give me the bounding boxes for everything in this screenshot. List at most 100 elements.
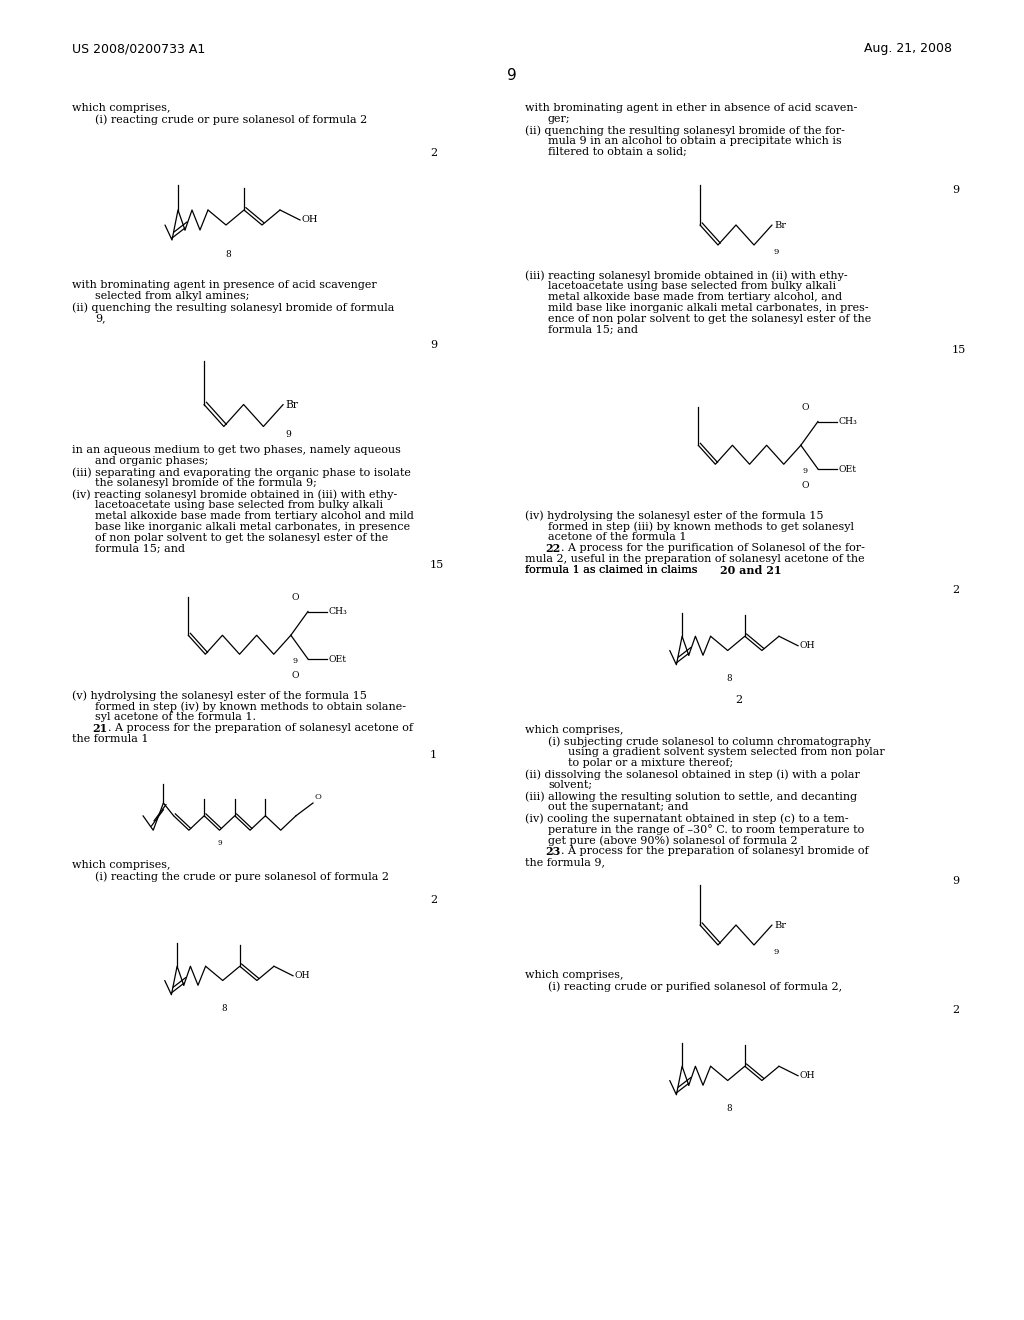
Text: solvent;: solvent;	[548, 780, 592, 789]
Text: mula 2, useful in the preparation of solanesyl acetone of the: mula 2, useful in the preparation of sol…	[525, 554, 864, 564]
Text: 9: 9	[952, 876, 959, 886]
Text: 2: 2	[430, 895, 437, 906]
Text: 15: 15	[430, 560, 444, 570]
Text: Br: Br	[286, 400, 298, 409]
Text: 9: 9	[286, 430, 291, 438]
Text: (v) hydrolysing the solanesyl ester of the formula 15: (v) hydrolysing the solanesyl ester of t…	[72, 690, 367, 701]
Text: (i) reacting crude or pure solanesol of formula 2: (i) reacting crude or pure solanesol of …	[95, 114, 368, 124]
Text: (ii) quenching the resulting solanesyl bromide of the for-: (ii) quenching the resulting solanesyl b…	[525, 125, 845, 136]
Text: (ii) quenching the resulting solanesyl bromide of formula: (ii) quenching the resulting solanesyl b…	[72, 302, 394, 313]
Text: (ii) dissolving the solanesol obtained in step (i) with a polar: (ii) dissolving the solanesol obtained i…	[525, 770, 860, 780]
Text: OEt: OEt	[329, 655, 347, 664]
Text: (iii) allowing the resulting solution to settle, and decanting: (iii) allowing the resulting solution to…	[525, 791, 857, 801]
Text: filtered to obtain a solid;: filtered to obtain a solid;	[548, 147, 687, 157]
Text: the formula 9,: the formula 9,	[525, 857, 605, 867]
Text: (i) subjecting crude solanesol to column chromatography: (i) subjecting crude solanesol to column…	[548, 737, 870, 747]
Text: O: O	[292, 672, 299, 680]
Text: formula 1 as claimed in claims: formula 1 as claimed in claims	[525, 565, 701, 576]
Text: the solanesyl bromide of the formula 9;: the solanesyl bromide of the formula 9;	[95, 478, 316, 488]
Text: get pure (above 90%) solanesol of formula 2: get pure (above 90%) solanesol of formul…	[548, 836, 798, 846]
Text: 8: 8	[727, 1105, 732, 1113]
Text: metal alkoxide base made from tertiary alcohol, and: metal alkoxide base made from tertiary a…	[548, 292, 842, 302]
Text: which comprises,: which comprises,	[525, 970, 624, 979]
Text: 9: 9	[774, 248, 779, 256]
Text: in an aqueous medium to get two phases, namely aqueous: in an aqueous medium to get two phases, …	[72, 445, 400, 455]
Text: using a gradient solvent system selected from non polar: using a gradient solvent system selected…	[568, 747, 885, 756]
Text: CH₃: CH₃	[329, 607, 348, 616]
Text: . A process for the preparation of solanesyl acetone of: . A process for the preparation of solan…	[108, 723, 413, 733]
Text: 9,: 9,	[95, 313, 105, 323]
Text: CH₃: CH₃	[839, 417, 858, 426]
Text: selected from alkyl amines;: selected from alkyl amines;	[95, 290, 250, 301]
Text: 1: 1	[430, 750, 437, 760]
Text: 2: 2	[735, 696, 742, 705]
Text: and organic phases;: and organic phases;	[95, 455, 208, 466]
Text: ence of non polar solvent to get the solanesyl ester of the: ence of non polar solvent to get the sol…	[548, 314, 871, 323]
Text: 2: 2	[952, 585, 959, 595]
Text: O: O	[314, 793, 322, 801]
Text: formula 15; and: formula 15; and	[95, 544, 185, 554]
Text: 8: 8	[222, 1005, 227, 1014]
Text: 9: 9	[293, 657, 298, 665]
Text: (iv) hydrolysing the solanesyl ester of the formula 15: (iv) hydrolysing the solanesyl ester of …	[525, 510, 823, 520]
Text: acetone of the formula 1: acetone of the formula 1	[548, 532, 686, 543]
Text: . A process for the preparation of solanesyl bromide of: . A process for the preparation of solan…	[561, 846, 868, 855]
Text: 9: 9	[774, 948, 779, 956]
Text: which comprises,: which comprises,	[72, 103, 171, 114]
Text: US 2008/0200733 A1: US 2008/0200733 A1	[72, 42, 205, 55]
Text: of non polar solvent to get the solanesyl ester of the: of non polar solvent to get the solanesy…	[95, 533, 388, 543]
Text: 21: 21	[92, 723, 108, 734]
Text: mild base like inorganic alkali metal carbonates, in pres-: mild base like inorganic alkali metal ca…	[548, 304, 868, 313]
Text: OH: OH	[302, 215, 318, 224]
Text: (iv) cooling the supernatant obtained in step (c) to a tem-: (iv) cooling the supernatant obtained in…	[525, 813, 849, 824]
Text: Aug. 21, 2008: Aug. 21, 2008	[864, 42, 952, 55]
Text: O: O	[802, 482, 809, 490]
Text: 9: 9	[217, 838, 222, 846]
Text: which comprises,: which comprises,	[72, 861, 171, 870]
Text: perature in the range of –30° C. to room temperature to: perature in the range of –30° C. to room…	[548, 824, 864, 834]
Text: OH: OH	[800, 642, 815, 651]
Text: 8: 8	[727, 675, 732, 684]
Text: Br: Br	[774, 220, 786, 230]
Text: ger;: ger;	[548, 114, 570, 124]
Text: 9: 9	[430, 341, 437, 350]
Text: formula 15; and: formula 15; and	[548, 325, 638, 335]
Text: base like inorganic alkali metal carbonates, in presence: base like inorganic alkali metal carbona…	[95, 521, 411, 532]
Text: (i) reacting the crude or pure solanesol of formula 2: (i) reacting the crude or pure solanesol…	[95, 871, 389, 882]
Text: OH: OH	[295, 972, 310, 981]
Text: formed in step (iii) by known methods to get solanesyl: formed in step (iii) by known methods to…	[548, 521, 854, 532]
Text: lacetoacetate using base selected from bulky alkali: lacetoacetate using base selected from b…	[548, 281, 837, 290]
Text: 2: 2	[952, 1005, 959, 1015]
Text: metal alkoxide base made from tertiary alcohol and mild: metal alkoxide base made from tertiary a…	[95, 511, 414, 521]
Text: syl acetone of the formula 1.: syl acetone of the formula 1.	[95, 711, 256, 722]
Text: OH: OH	[800, 1072, 815, 1080]
Text: 20 and 21: 20 and 21	[720, 565, 781, 576]
Text: . A process for the purification of Solanesol of the for-: . A process for the purification of Sola…	[561, 543, 865, 553]
Text: 8: 8	[225, 249, 230, 259]
Text: lacetoacetate using base selected from bulky alkali: lacetoacetate using base selected from b…	[95, 500, 383, 510]
Text: to polar or a mixture thereof;: to polar or a mixture thereof;	[568, 758, 733, 768]
Text: 9: 9	[952, 185, 959, 195]
Text: O: O	[802, 403, 809, 412]
Text: (iii) separating and evaporating the organic phase to isolate: (iii) separating and evaporating the org…	[72, 467, 411, 478]
Text: formula 1 as claimed in claims: formula 1 as claimed in claims	[525, 565, 701, 576]
Text: (iv) reacting solanesyl bromide obtained in (iii) with ethy-: (iv) reacting solanesyl bromide obtained…	[72, 488, 397, 499]
Text: (i) reacting crude or purified solanesol of formula 2,: (i) reacting crude or purified solanesol…	[548, 981, 842, 991]
Text: with brominating agent in presence of acid scavenger: with brominating agent in presence of ac…	[72, 280, 377, 290]
Text: O: O	[292, 593, 299, 602]
Text: (iii) reacting solanesyl bromide obtained in (ii) with ethy-: (iii) reacting solanesyl bromide obtaine…	[525, 271, 848, 281]
Text: out the supernatant; and: out the supernatant; and	[548, 803, 688, 812]
Text: 2: 2	[430, 148, 437, 158]
Text: 15: 15	[952, 345, 967, 355]
Text: 23: 23	[545, 846, 560, 857]
Text: Br: Br	[774, 920, 786, 929]
Text: mula 9 in an alcohol to obtain a precipitate which is: mula 9 in an alcohol to obtain a precipi…	[548, 136, 842, 147]
Text: OEt: OEt	[839, 465, 857, 474]
Text: with brominating agent in ether in absence of acid scaven-: with brominating agent in ether in absen…	[525, 103, 857, 114]
Text: formed in step (iv) by known methods to obtain solane-: formed in step (iv) by known methods to …	[95, 701, 406, 711]
Text: which comprises,: which comprises,	[525, 725, 624, 735]
Text: 9: 9	[803, 467, 808, 475]
Text: 22: 22	[545, 543, 560, 554]
Text: the formula 1: the formula 1	[72, 734, 148, 744]
Text: 9: 9	[507, 69, 517, 83]
